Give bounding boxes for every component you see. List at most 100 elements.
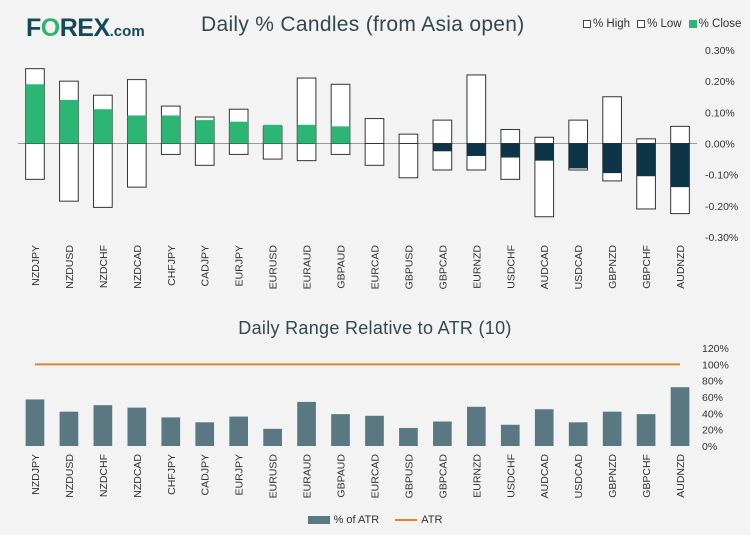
atr-x-label-GBPCHF: GBPCHF bbox=[641, 454, 653, 498]
atr-x-label-NZDCHF: NZDCHF bbox=[98, 454, 110, 497]
atr-bar-EURCAD bbox=[365, 415, 384, 446]
candles-x-label-USDCHF: USDCHF bbox=[505, 245, 517, 289]
legend-high: % High bbox=[583, 18, 630, 30]
legend-low: % Low bbox=[637, 18, 682, 30]
atr-bar-USDCHF bbox=[500, 424, 520, 446]
candles-y-tick: 0.10% bbox=[705, 107, 735, 119]
candle-close-CADJPY bbox=[195, 120, 215, 144]
atr-x-label-EURUSD: EURUSD bbox=[268, 454, 280, 499]
candle-close-NZDCAD bbox=[127, 115, 147, 144]
atr-bar-EURJPY bbox=[229, 416, 249, 446]
atr-x-label-GBPAUD: GBPAUD bbox=[336, 454, 348, 498]
candle-close-EURUSD bbox=[263, 124, 282, 144]
candle-close-USDCAD bbox=[568, 143, 588, 169]
candles-chart: 0.30% 0.20% 0.10% 0.00% -0.10% -0.20% -0.30% NZ… bbox=[18, 45, 738, 290]
atr-x-label-AUDCAD: AUDCAD bbox=[539, 454, 551, 499]
atr-x-label-EURCAD: EURCAD bbox=[369, 454, 381, 499]
atr-bar-CADJPY bbox=[195, 422, 215, 446]
atr-bar-NZDUSD bbox=[59, 411, 79, 446]
candle-low-GBPUSD bbox=[398, 143, 419, 179]
candle-close-GBPCAD bbox=[433, 143, 452, 152]
candle-close-GBPCHF bbox=[636, 143, 656, 177]
legend-pct-atr: % of ATR bbox=[307, 514, 379, 526]
candle-close-NZDJPY bbox=[25, 84, 45, 144]
atr-bar-AUDCAD bbox=[534, 409, 554, 446]
atr-x-label-USDCAD: USDCAD bbox=[573, 454, 585, 499]
candles-x-label-USDCAD: USDCAD bbox=[573, 245, 585, 290]
candles-x-label-EURNZD: EURNZD bbox=[471, 245, 483, 289]
legend-pct-atr-swatch bbox=[307, 516, 330, 524]
candles-x-label-CADJPY: CADJPY bbox=[200, 245, 212, 286]
candle-close-GBPNZD bbox=[602, 143, 622, 174]
candles-y-tick: -0.10% bbox=[705, 170, 738, 182]
candles-x-label-GBPAUD: GBPAUD bbox=[336, 245, 348, 289]
atr-y-tick: 0% bbox=[702, 441, 717, 453]
candles-x-label-EURUSD: EURUSD bbox=[268, 245, 280, 290]
atr-x-label-EURNZD: EURNZD bbox=[471, 454, 483, 498]
candles-x-label-GBPCAD: GBPCAD bbox=[437, 245, 449, 290]
atr-bar-EURAUD bbox=[297, 401, 316, 446]
candles-chart-title: Daily % Candles (from Asia open) bbox=[201, 13, 525, 36]
atr-bar-GBPCHF bbox=[636, 414, 656, 446]
atr-x-label-GBPCAD: GBPCAD bbox=[437, 454, 449, 499]
atr-x-label-CHFJPY: CHFJPY bbox=[166, 454, 178, 495]
atr-chart-title: Daily Range Relative to ATR (10) bbox=[238, 318, 512, 338]
atr-x-label-USDCHF: USDCHF bbox=[505, 454, 517, 498]
atr-x-label-NZDCAD: NZDCAD bbox=[132, 454, 144, 498]
atr-bar-NZDCAD bbox=[127, 407, 147, 446]
legend-close-swatch bbox=[688, 20, 697, 28]
candle-close-NZDCHF bbox=[93, 109, 113, 144]
atr-bar-EURNZD bbox=[466, 406, 486, 446]
candles-y-tick: 0.20% bbox=[705, 76, 735, 88]
candle-close-GBPAUD bbox=[331, 126, 350, 144]
candle-close-EURNZD bbox=[466, 143, 486, 156]
legend-atr: ATR bbox=[395, 514, 442, 526]
candles-x-label-EURJPY: EURJPY bbox=[234, 245, 246, 286]
atr-legend: % of ATR ATR bbox=[0, 514, 750, 526]
atr-x-label-CADJPY: CADJPY bbox=[200, 454, 212, 495]
atr-x-label-AUDNZD: AUDNZD bbox=[675, 454, 687, 498]
atr-x-label-NZDJPY: NZDJPY bbox=[30, 454, 42, 495]
candles-x-label-NZDCAD: NZDCAD bbox=[132, 245, 144, 289]
atr-bar-EURUSD bbox=[263, 428, 282, 446]
atr-y-tick: 80% bbox=[702, 376, 723, 388]
legend-atr-swatch bbox=[395, 519, 418, 521]
atr-bar-NZDJPY bbox=[25, 399, 45, 446]
candle-close-USDCHF bbox=[500, 143, 520, 158]
candles-x-label-GBPUSD: GBPUSD bbox=[403, 245, 415, 290]
atr-y-tick: 100% bbox=[702, 359, 729, 371]
atr-y-tick: 120% bbox=[702, 343, 729, 355]
legend-high-swatch bbox=[583, 20, 591, 28]
forex-logo: FOREX.com bbox=[26, 14, 145, 42]
candle-close-CHFJPY bbox=[161, 115, 181, 144]
candles-x-label-GBPCHF: GBPCHF bbox=[641, 245, 653, 289]
atr-bar-USDCAD bbox=[568, 422, 588, 446]
atr-y-tick: 20% bbox=[702, 425, 723, 437]
candles-x-label-EURAUD: EURAUD bbox=[302, 245, 314, 290]
candles-x-label-NZDJPY: NZDJPY bbox=[30, 245, 42, 286]
atr-bar-GBPAUD bbox=[331, 414, 350, 446]
candles-x-label-NZDCHF: NZDCHF bbox=[98, 245, 110, 288]
atr-bar-GBPCAD bbox=[433, 421, 452, 446]
atr-bar-NZDCHF bbox=[93, 405, 113, 446]
candle-close-EURAUD bbox=[297, 124, 316, 144]
atr-y-tick: 40% bbox=[702, 408, 723, 420]
candle-close-EURJPY bbox=[229, 121, 249, 144]
candles-x-label-EURCAD: EURCAD bbox=[369, 245, 381, 290]
candles-x-label-AUDCAD: AUDCAD bbox=[539, 245, 551, 290]
candles-y-tick: 0.30% bbox=[705, 45, 735, 57]
candles-x-label-AUDNZD: AUDNZD bbox=[675, 245, 687, 289]
candle-close-NZDUSD bbox=[59, 99, 79, 144]
candles-x-label-GBPNZD: GBPNZD bbox=[607, 245, 619, 289]
atr-x-label-EURAUD: EURAUD bbox=[302, 454, 314, 499]
atr-x-label-NZDUSD: NZDUSD bbox=[64, 454, 76, 498]
candles-y-tick: 0.00% bbox=[705, 139, 735, 151]
atr-y-tick: 60% bbox=[702, 392, 723, 404]
candle-low-EURCAD bbox=[364, 143, 385, 166]
legend-close: % Close bbox=[688, 18, 741, 30]
atr-x-label-EURJPY: EURJPY bbox=[234, 454, 246, 495]
legend-low-swatch bbox=[637, 20, 646, 28]
atr-x-label-GBPUSD: GBPUSD bbox=[403, 454, 415, 499]
candles-y-tick: -0.20% bbox=[705, 201, 738, 213]
